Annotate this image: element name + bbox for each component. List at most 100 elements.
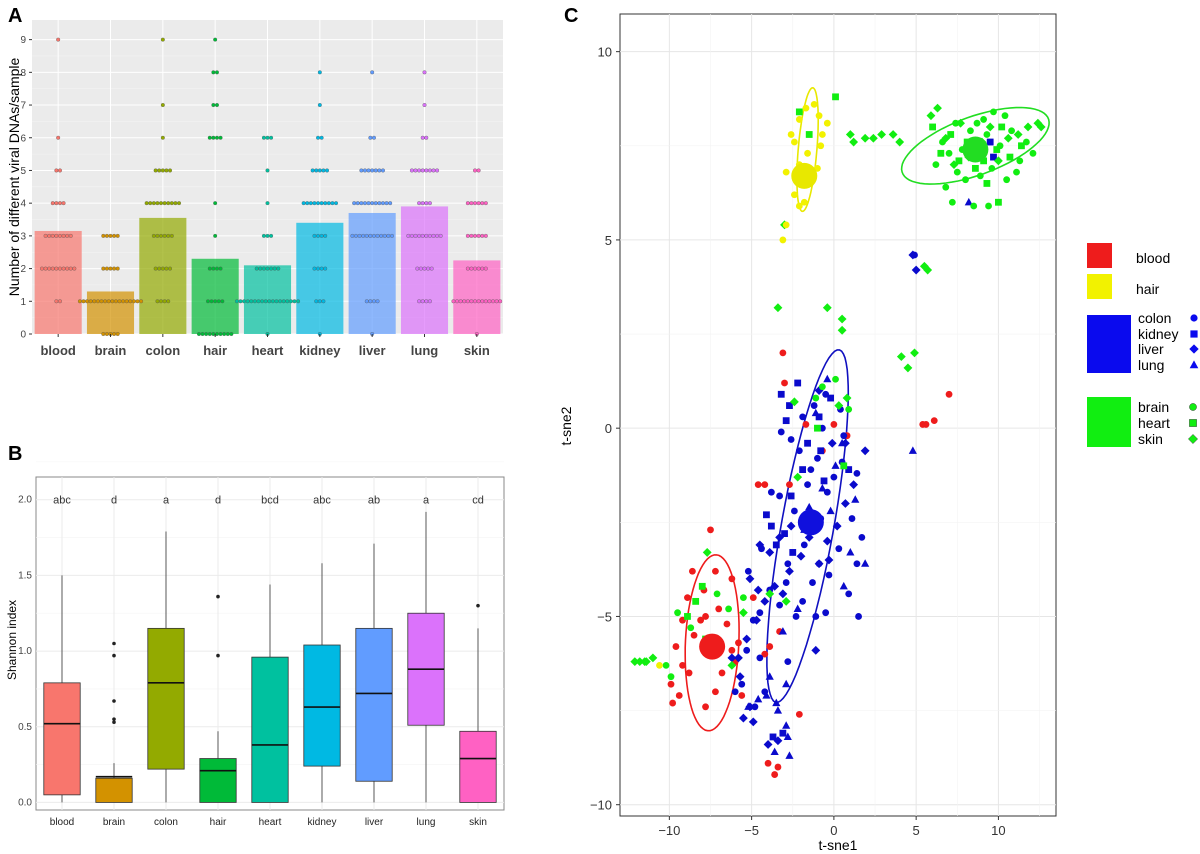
dot-brain — [101, 233, 106, 238]
point-colon — [776, 601, 783, 609]
point-liver — [770, 581, 780, 591]
dot-blood — [57, 168, 62, 173]
panel-a-y-tick-label: 4 — [20, 199, 26, 210]
dot-skin — [465, 299, 470, 304]
dot-liver — [375, 233, 380, 238]
outlier-brain — [112, 641, 116, 646]
point-liver — [814, 559, 824, 569]
point-skin — [868, 133, 878, 143]
box-kidney — [303, 644, 341, 767]
dot-lung — [422, 70, 427, 75]
dot-blood — [54, 168, 59, 173]
point-lung — [782, 679, 791, 688]
outlier-brain — [112, 699, 116, 703]
dot-hair — [216, 299, 221, 304]
point-liver — [773, 736, 783, 746]
group-letter-colon: a — [163, 495, 170, 507]
dot-colon — [173, 201, 178, 206]
point-brain — [967, 127, 974, 135]
point-skin — [860, 133, 870, 143]
dot-heart — [269, 135, 274, 140]
box-colon — [147, 627, 185, 770]
group-letter-kidney: abc — [313, 495, 331, 507]
dot-lung — [422, 266, 427, 271]
dot-brain — [99, 299, 104, 304]
point-blood — [707, 526, 714, 534]
dot-lung — [406, 233, 411, 238]
dot-colon — [160, 135, 165, 140]
point-kidney — [804, 439, 811, 447]
point-skin — [842, 393, 852, 403]
dot-brain — [113, 299, 118, 304]
dot-blood — [47, 233, 52, 238]
dot-hair — [214, 266, 219, 271]
point-hair — [795, 116, 803, 123]
point-skin — [837, 325, 847, 335]
dot-hair — [222, 332, 227, 336]
point-liver — [796, 551, 806, 561]
dot-liver — [382, 233, 387, 238]
dot-brain — [117, 299, 122, 304]
point-colon — [787, 436, 795, 443]
panel-b-x-tick-label: blood — [50, 817, 74, 828]
dot-colon — [177, 201, 182, 206]
panel-a-y-tick-label: 7 — [20, 101, 26, 112]
point-kidney — [827, 394, 834, 402]
dot-kidney — [305, 201, 310, 206]
dot-liver — [373, 168, 378, 173]
point-hair — [802, 104, 810, 112]
point-skin — [648, 653, 658, 663]
point-brain — [1001, 112, 1009, 120]
dot-heart — [278, 299, 283, 304]
panel-a-y-axis-title: Number of different viral DNAs/sample — [6, 57, 22, 296]
dot-skin — [473, 168, 478, 173]
dot-skin — [473, 233, 478, 238]
dot-kidney — [301, 201, 306, 206]
point-colon — [792, 613, 800, 620]
point-heart — [993, 146, 1001, 153]
dot-heart — [274, 299, 279, 304]
point-liver — [742, 634, 752, 644]
dot-colon — [166, 233, 171, 238]
panel-a-x-tick-label: blood — [40, 343, 75, 358]
point-hair — [791, 138, 798, 146]
point-hair — [782, 221, 790, 229]
box-skin — [459, 730, 497, 803]
point-liver — [735, 672, 745, 682]
dot-brain — [112, 233, 117, 238]
dot-liver — [359, 201, 364, 206]
group-letter-liver: ab — [368, 495, 380, 507]
point-lung — [762, 691, 771, 699]
dot-lung — [420, 201, 425, 206]
point-skin — [1003, 133, 1013, 143]
panel-a-y-tick-label: 0 — [20, 330, 26, 341]
panel-c-scatter: −10 −5 0 5 10 −10 −5 0 5 10 t-sne1 t-sne2 blood h… — [558, 13, 1199, 853]
dot-skin — [483, 233, 488, 238]
dot-brain — [103, 299, 108, 304]
point-blood — [697, 616, 705, 624]
dot-lung — [424, 135, 429, 140]
dot-colon — [153, 168, 158, 173]
dot-heart — [261, 233, 266, 238]
dot-colon — [157, 168, 162, 173]
point-hair — [804, 149, 811, 157]
dot-liver — [362, 201, 367, 206]
panel-b-boxes — [43, 511, 497, 803]
point-brain — [948, 198, 956, 206]
dot-kidney — [323, 201, 328, 206]
legend-label-lung: lung — [1138, 357, 1164, 373]
point-colon — [825, 571, 833, 579]
dot-heart — [254, 266, 259, 271]
point-blood — [684, 594, 691, 602]
point-heart — [998, 123, 1006, 131]
dot-liver — [364, 233, 369, 238]
point-blood — [786, 481, 793, 489]
dot-lung — [420, 299, 425, 304]
point-lung — [778, 627, 787, 635]
dot-hair — [207, 135, 212, 140]
point-blood — [774, 763, 782, 771]
dot-kidney — [321, 299, 326, 304]
dot-colon — [169, 201, 174, 206]
dot-heart — [261, 266, 266, 271]
point-kidney — [794, 379, 802, 387]
